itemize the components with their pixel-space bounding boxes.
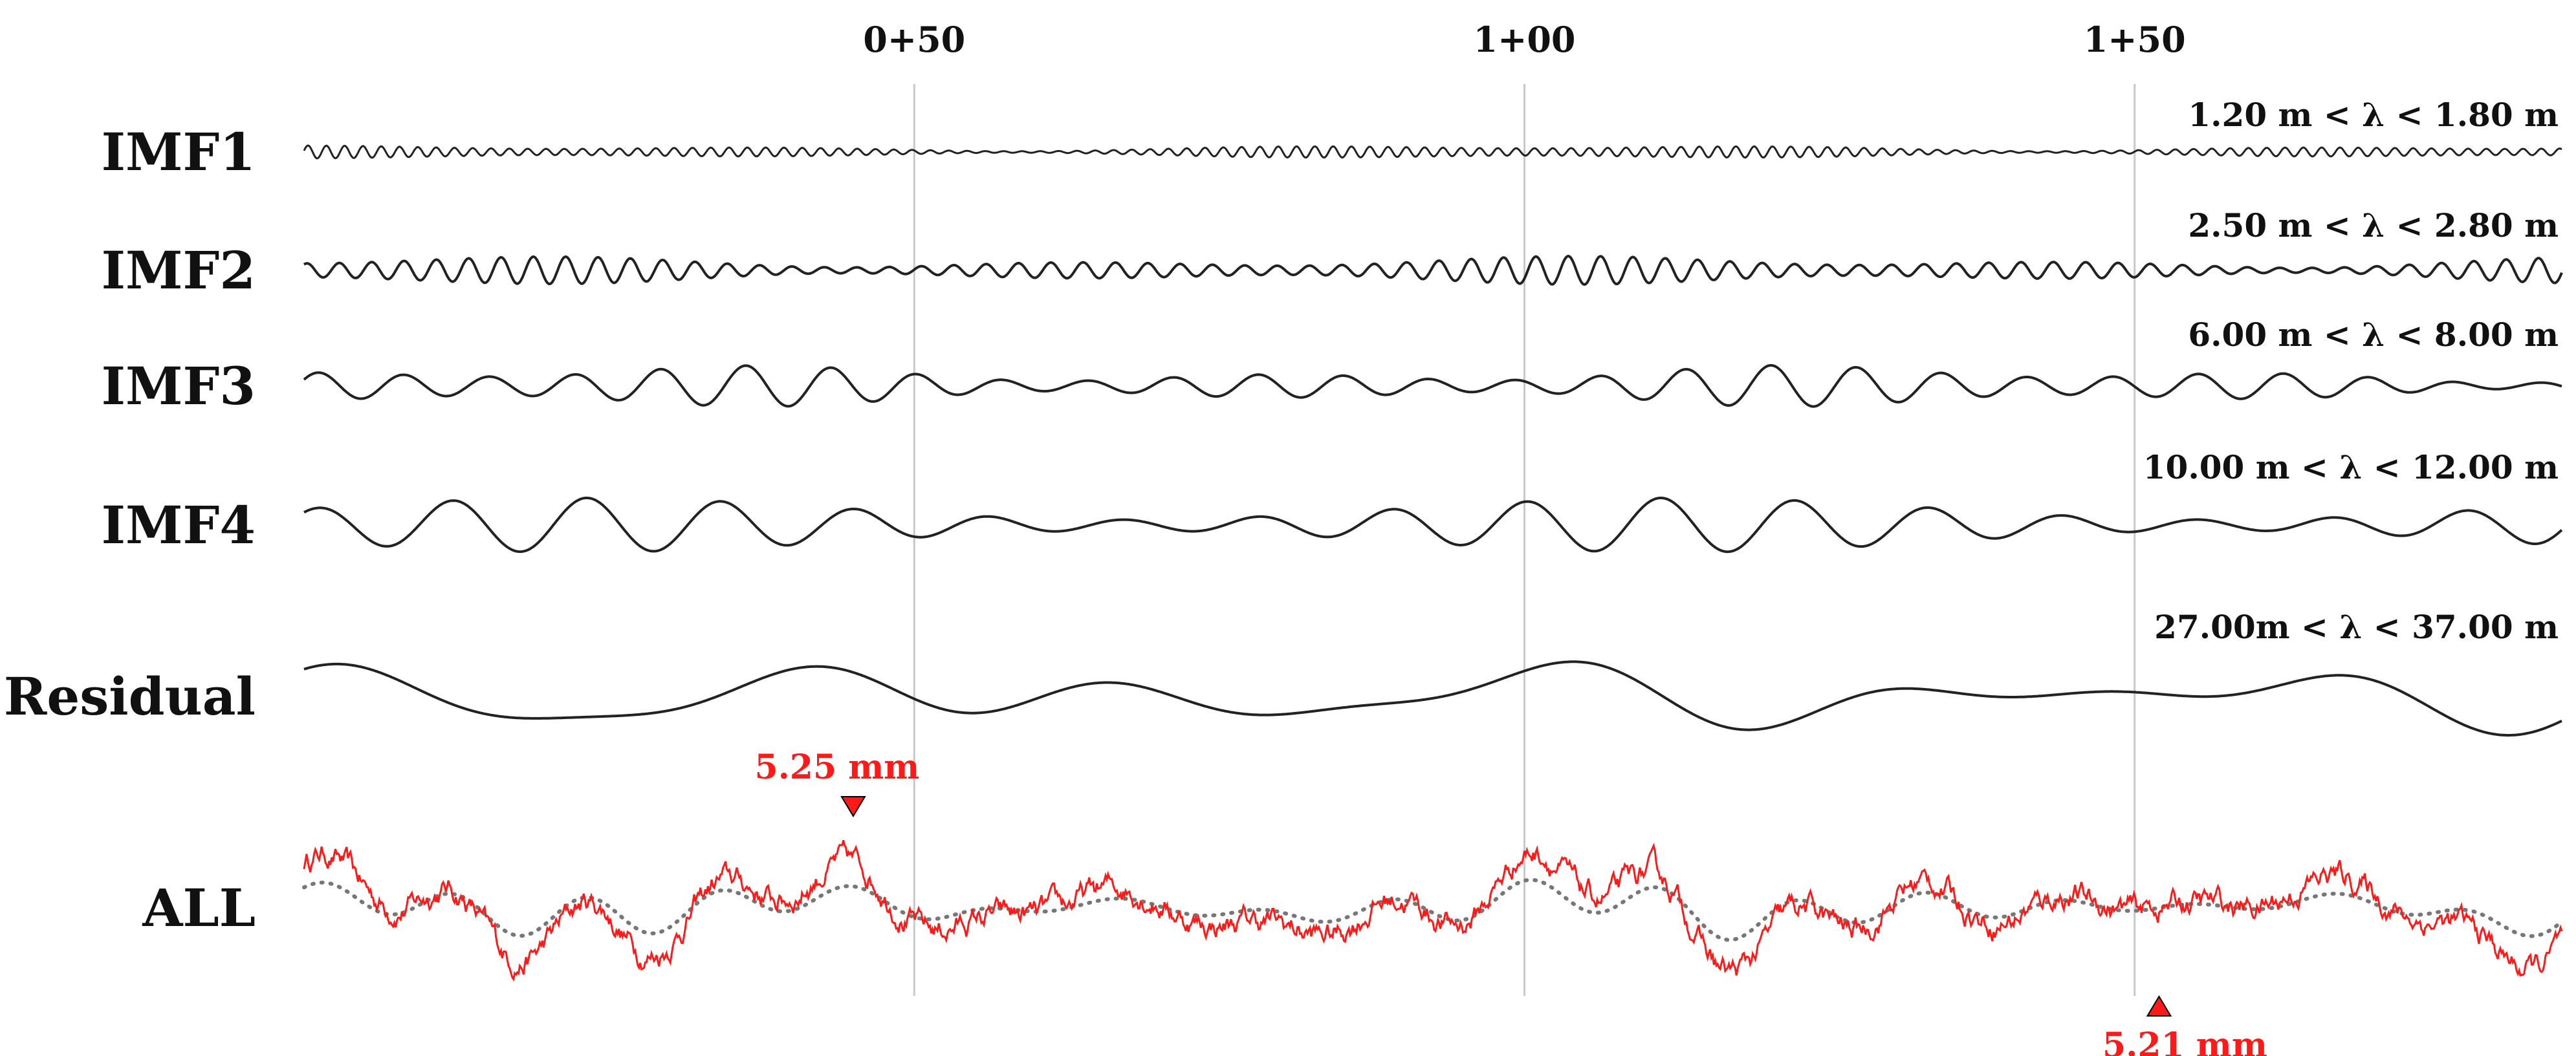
x-tick-label: 1+50 <box>2084 19 2186 60</box>
series-line <box>303 497 2563 554</box>
series-layer <box>302 144 2564 982</box>
trough-label: 5.21 mm <box>2102 1026 2267 1056</box>
band-label: 6.00 m < λ < 8.00 m <box>2188 316 2559 354</box>
annotation-layer: 5.25 mm 5.21 mm <box>755 748 2267 1056</box>
tick-label-layer: 0+50 1+00 1+50 <box>863 19 2185 60</box>
row-label: IMF3 <box>102 356 256 416</box>
peak-marker <box>840 796 866 817</box>
band-label: 2.50 m < λ < 2.80 m <box>2188 206 2559 244</box>
series-line <box>303 144 2562 160</box>
grid-layer <box>913 84 2136 996</box>
series-line <box>303 364 2562 408</box>
label-layer: IMF1 1.20 m < λ < 1.80 m IMF2 2.50 m < λ < … <box>4 96 2559 938</box>
band-label: 1.20 m < λ < 1.80 m <box>2188 96 2559 134</box>
series-line <box>302 878 2564 942</box>
trough-marker <box>2146 995 2172 1017</box>
row-label: ALL <box>142 878 256 938</box>
x-tick-label: 0+50 <box>863 19 965 60</box>
row-label: Residual <box>4 666 256 727</box>
band-label: 27.00m < λ < 37.00 m <box>2154 608 2559 646</box>
row-label: IMF2 <box>102 240 256 301</box>
band-label: 10.00 m < λ < 12.00 m <box>2143 448 2559 486</box>
row-label: IMF4 <box>102 495 256 555</box>
row-label: IMF1 <box>102 122 256 182</box>
series-line <box>303 840 2563 982</box>
series-line <box>303 254 2563 286</box>
series-line <box>303 660 2562 737</box>
x-tick-label: 1+00 <box>1474 19 1576 60</box>
peak-label: 5.25 mm <box>755 748 920 787</box>
